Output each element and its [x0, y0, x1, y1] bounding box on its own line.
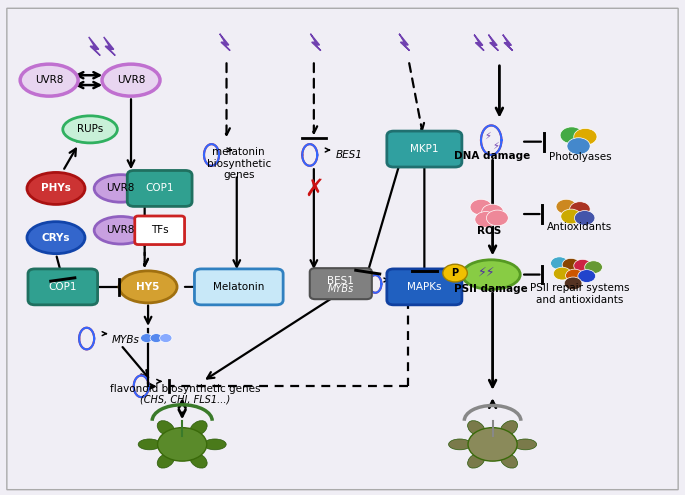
Ellipse shape [94, 175, 147, 202]
Polygon shape [89, 37, 100, 55]
Polygon shape [220, 34, 230, 50]
Circle shape [578, 270, 595, 283]
Circle shape [406, 280, 415, 287]
Text: RUPs: RUPs [77, 124, 103, 134]
Circle shape [140, 334, 153, 343]
Ellipse shape [449, 439, 471, 450]
Polygon shape [503, 35, 512, 50]
Ellipse shape [119, 271, 177, 303]
Circle shape [566, 269, 584, 282]
Text: COP1: COP1 [145, 184, 174, 194]
Text: P: P [451, 268, 459, 278]
Text: UVR8: UVR8 [35, 75, 63, 85]
Text: PSII repair systems
and antioxidants: PSII repair systems and antioxidants [530, 283, 630, 304]
FancyBboxPatch shape [135, 216, 184, 245]
Text: HY5: HY5 [136, 282, 160, 292]
Circle shape [482, 204, 503, 220]
Text: ✗: ✗ [304, 176, 324, 200]
Circle shape [150, 334, 162, 343]
Ellipse shape [20, 64, 78, 96]
Text: CRYs: CRYs [42, 233, 71, 243]
Text: ⚡: ⚡ [484, 130, 490, 140]
Ellipse shape [158, 428, 207, 461]
Polygon shape [310, 34, 321, 50]
Circle shape [562, 258, 580, 271]
Ellipse shape [514, 439, 536, 450]
Polygon shape [103, 37, 115, 55]
Text: Photolyases: Photolyases [549, 152, 611, 162]
Ellipse shape [203, 439, 226, 450]
FancyBboxPatch shape [127, 170, 192, 206]
Text: UVR8: UVR8 [107, 184, 135, 194]
Text: MYBs: MYBs [327, 284, 354, 295]
FancyBboxPatch shape [195, 269, 283, 305]
Ellipse shape [102, 64, 160, 96]
Ellipse shape [63, 116, 117, 143]
Ellipse shape [157, 453, 175, 468]
Polygon shape [488, 35, 498, 50]
Text: UVR8: UVR8 [107, 225, 135, 235]
Ellipse shape [462, 260, 520, 290]
Circle shape [486, 210, 508, 226]
FancyBboxPatch shape [28, 269, 97, 305]
FancyBboxPatch shape [310, 268, 372, 299]
Circle shape [575, 210, 595, 225]
Circle shape [398, 280, 408, 287]
FancyBboxPatch shape [387, 131, 462, 167]
Text: Antioxidants: Antioxidants [547, 222, 612, 232]
Text: MAPKs: MAPKs [407, 282, 442, 292]
Circle shape [564, 277, 582, 290]
Circle shape [574, 128, 597, 145]
Text: PHYs: PHYs [41, 184, 71, 194]
Ellipse shape [157, 421, 175, 436]
Ellipse shape [468, 421, 485, 436]
Text: ⚡⚡: ⚡⚡ [478, 266, 496, 279]
Ellipse shape [500, 453, 518, 468]
Circle shape [390, 280, 400, 287]
Circle shape [585, 261, 602, 274]
Circle shape [475, 211, 497, 227]
Text: MKP1: MKP1 [410, 144, 438, 154]
Circle shape [561, 209, 582, 224]
Circle shape [556, 199, 577, 214]
Ellipse shape [500, 421, 518, 436]
Circle shape [574, 259, 592, 272]
Text: BES1: BES1 [327, 276, 354, 286]
Text: flavonoid biosynthetic genes: flavonoid biosynthetic genes [110, 384, 261, 394]
Text: melatonin
biosynthetic
genes: melatonin biosynthetic genes [207, 147, 271, 180]
Text: TFs: TFs [151, 225, 169, 235]
Text: BES1: BES1 [336, 150, 362, 160]
Ellipse shape [190, 453, 207, 468]
Circle shape [570, 202, 590, 216]
Text: MYBs: MYBs [112, 335, 140, 345]
Circle shape [567, 138, 590, 154]
Ellipse shape [27, 222, 85, 253]
Text: (CHS, CHI, FLS1...): (CHS, CHI, FLS1...) [140, 394, 231, 404]
Circle shape [160, 334, 172, 343]
FancyBboxPatch shape [387, 269, 462, 305]
Ellipse shape [138, 439, 161, 450]
Circle shape [443, 264, 467, 282]
Ellipse shape [27, 172, 85, 204]
Circle shape [560, 127, 584, 144]
Text: ROS: ROS [477, 226, 501, 236]
Ellipse shape [190, 421, 207, 436]
Polygon shape [474, 35, 484, 50]
Circle shape [553, 267, 571, 280]
Circle shape [470, 199, 492, 215]
Ellipse shape [468, 453, 485, 468]
Text: COP1: COP1 [49, 282, 77, 292]
Ellipse shape [94, 216, 147, 244]
Polygon shape [399, 34, 410, 50]
Circle shape [551, 257, 569, 270]
Text: PSII damage: PSII damage [454, 284, 528, 295]
Ellipse shape [468, 428, 517, 461]
Text: UVR8: UVR8 [117, 75, 145, 85]
Text: ⚡: ⚡ [492, 141, 499, 151]
Text: Melatonin: Melatonin [213, 282, 264, 292]
Text: DNA damage: DNA damage [454, 151, 531, 161]
